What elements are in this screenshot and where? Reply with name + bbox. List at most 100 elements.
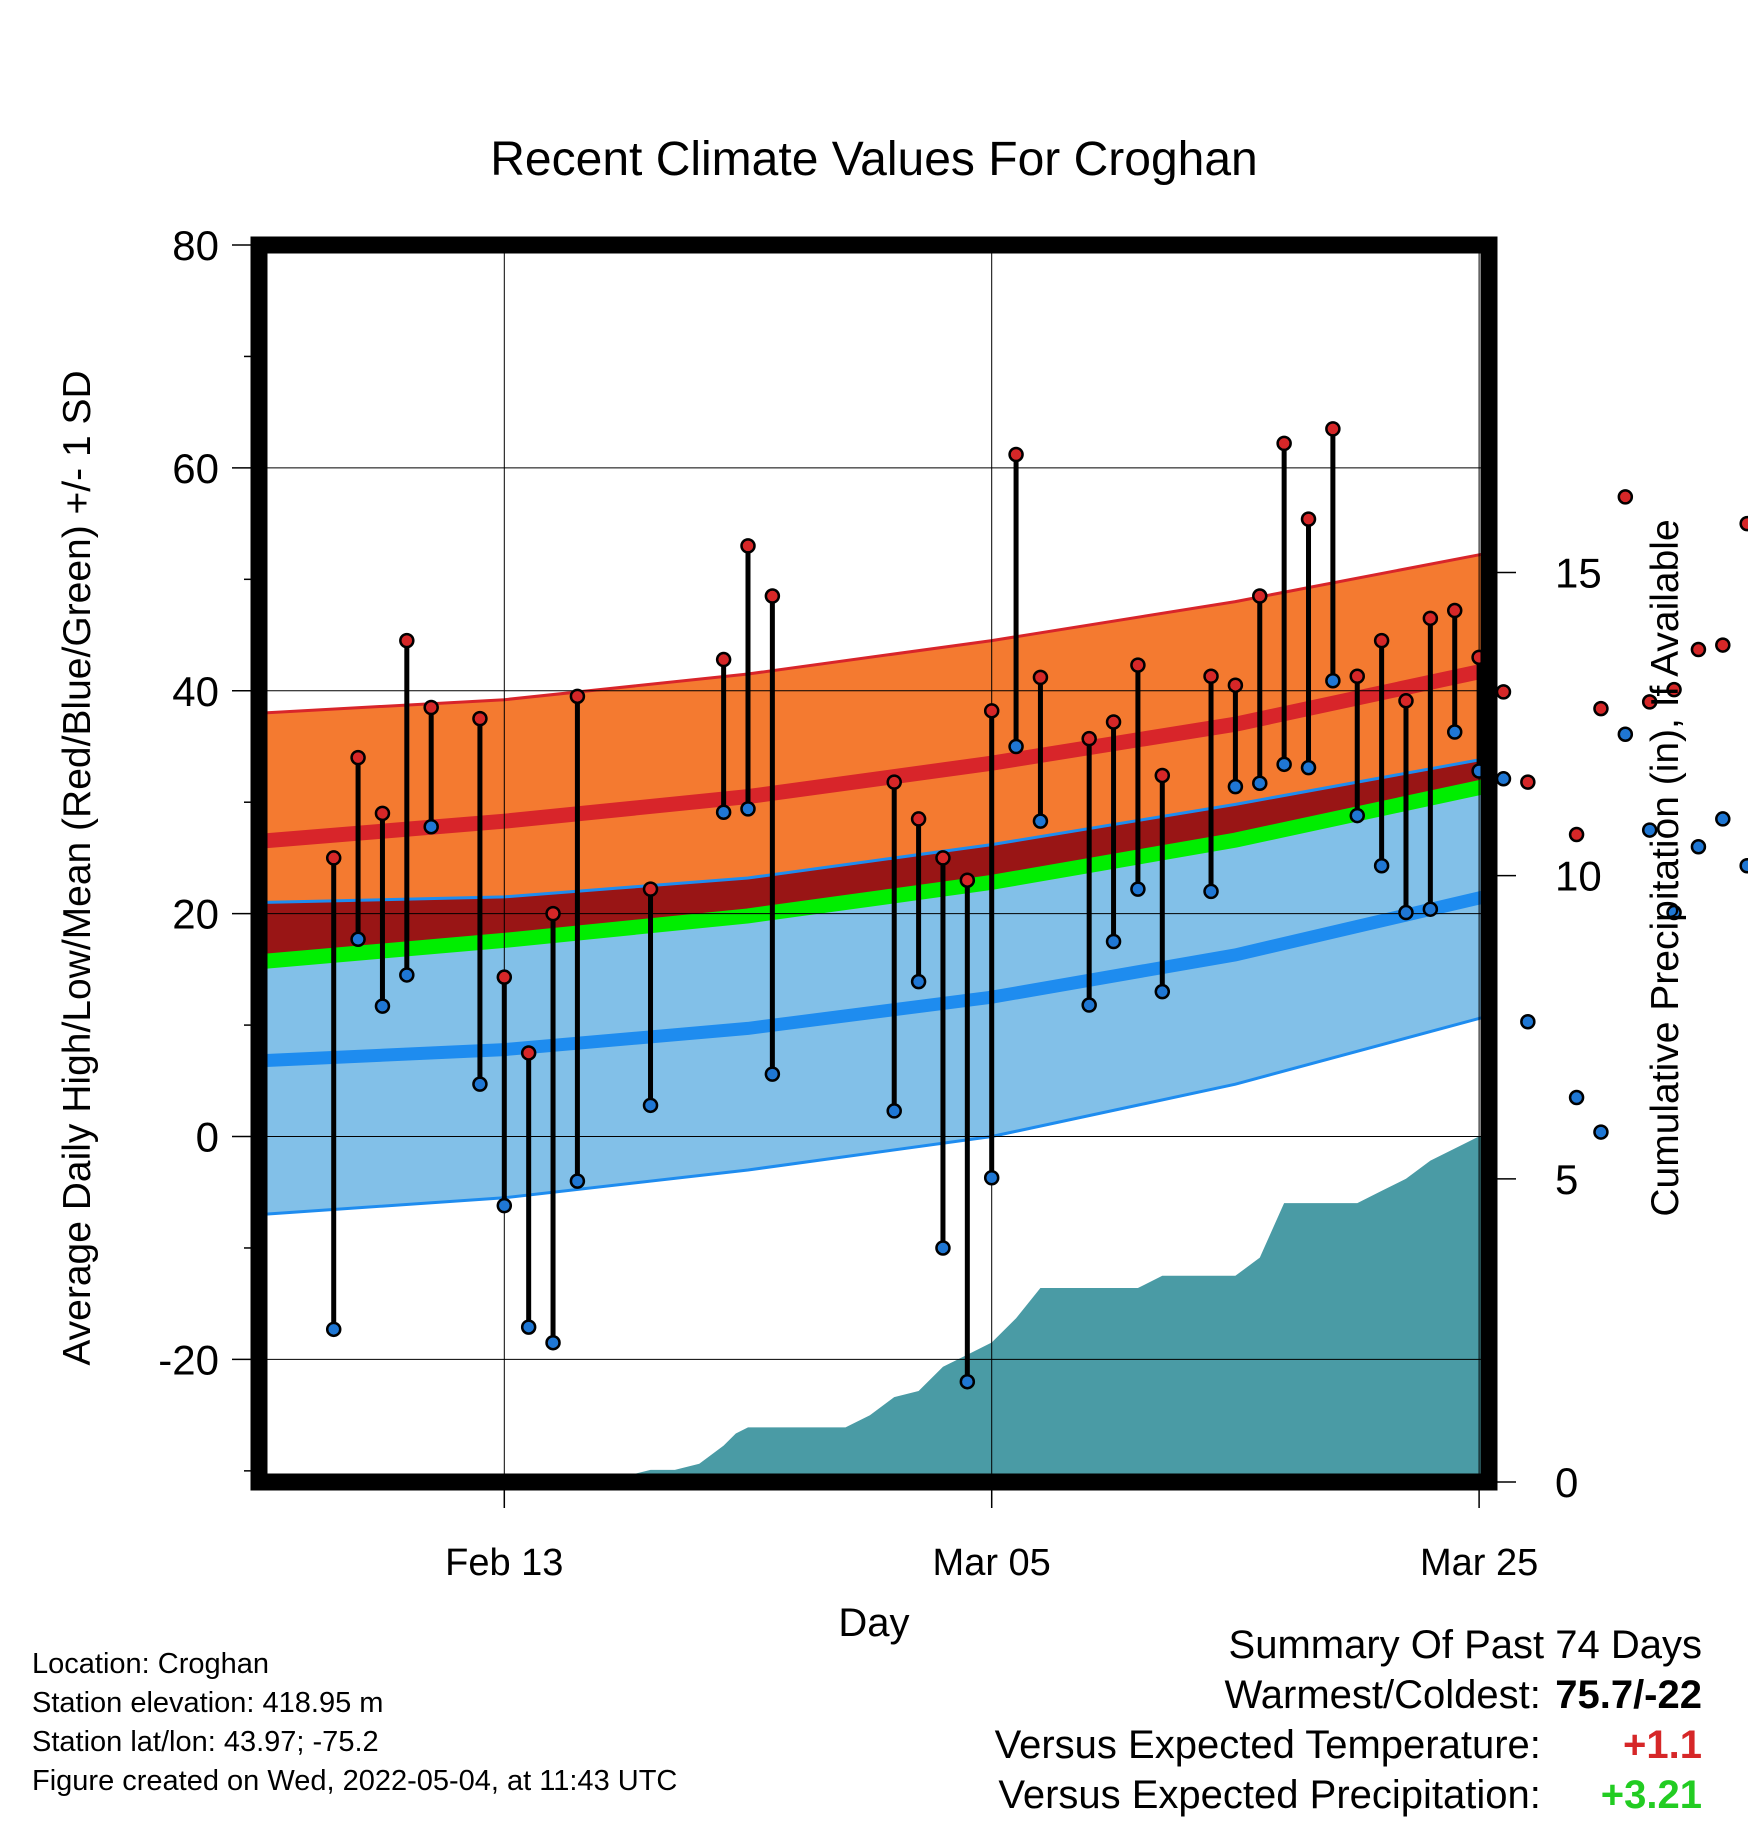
daily-low-point (350, 931, 366, 948)
daily-high-point (1325, 421, 1341, 437)
daily-low-point (1398, 904, 1414, 921)
daily-low-point (1495, 771, 1512, 787)
daily-low-point (1739, 857, 1748, 874)
y-tick-label: 60 (172, 445, 219, 492)
daily-low-point (959, 1373, 976, 1390)
daily-high-point (1422, 610, 1439, 627)
daily-high-point (1715, 637, 1731, 653)
high-sd-band (260, 552, 1489, 962)
daily-high-point (1520, 774, 1536, 790)
daily-low-point (1325, 672, 1341, 689)
daily-low-point (1252, 775, 1268, 792)
y-tick-label: 80 (172, 222, 219, 269)
daily-high-point (472, 710, 488, 727)
daily-high-point (545, 905, 561, 922)
y-tick-label: 40 (172, 668, 219, 715)
daily-high-point (423, 699, 439, 716)
x-tick-label: Feb 13 (445, 1542, 563, 1584)
daily-low-point (1276, 756, 1292, 773)
daily-high-point (1081, 730, 1097, 747)
daily-low-point (1300, 759, 1317, 776)
precip-label: Versus Expected Precipitation: (998, 1773, 1541, 1817)
daily-low-point (740, 801, 756, 817)
daily-high-point (1617, 489, 1634, 505)
precip-area (260, 1133, 1489, 1482)
daily-high-point (1666, 681, 1682, 698)
daily-low-point (1203, 883, 1219, 900)
daily-low-point (764, 1066, 781, 1082)
daily-low-point (642, 1097, 659, 1114)
daily-high-point (886, 774, 902, 790)
daily-low-point (1568, 1089, 1585, 1106)
temp-label: Versus Expected Temperature: (994, 1723, 1541, 1767)
x-tick-label: Mar 25 (1420, 1542, 1538, 1584)
overlap-band (260, 758, 1489, 962)
daily-high-point (569, 688, 586, 705)
daily-high-point (496, 969, 513, 985)
daily-low-point (423, 818, 439, 835)
precip-value: +3.21 (1600, 1773, 1702, 1817)
daily-high-point (1203, 668, 1219, 685)
daily-low-point (1373, 857, 1390, 874)
daily-high-point (1690, 641, 1707, 658)
y-axis-label-right: Cumulative Precipitation (in), If Availa… (1644, 519, 1687, 1216)
low-sd-band (260, 758, 1489, 1215)
summary-temp-row: Versus Expected Temperature: +1.1 (995, 1720, 1702, 1770)
daily-low-point (1105, 933, 1122, 950)
daily-high-point (325, 850, 342, 866)
daily-high-point (1252, 588, 1268, 604)
daily-low-point (1081, 997, 1097, 1013)
daily-high-point (520, 1045, 537, 1061)
station-elevation: Station elevation: 418.95 m (32, 1687, 384, 1719)
daily-low-point (1008, 738, 1024, 755)
daily-low-point (1446, 724, 1463, 740)
y-axis-label-left: Average Daily High/Low/Mean (Red/Blue/Gr… (56, 370, 99, 1365)
y-tick-label: 20 (172, 891, 219, 938)
daily-high-point (350, 749, 366, 766)
daily-high-point (1130, 657, 1146, 673)
daily-high-point (1568, 826, 1585, 843)
daily-low-point (545, 1334, 561, 1351)
y-tick-label: -20 (158, 1336, 219, 1383)
daily-low-point (1690, 839, 1707, 855)
y2-tick-label: 15 (1555, 549, 1602, 596)
daily-high-point (1105, 714, 1122, 730)
daily-low-point (910, 973, 927, 990)
daily-high-point (374, 805, 391, 822)
daily-low-point (1593, 1124, 1609, 1140)
daily-high-point (1641, 694, 1658, 710)
daily-low-point (935, 1240, 951, 1256)
daily-low-point (520, 1319, 537, 1335)
daily-high-point (740, 538, 756, 554)
daily-low-point (325, 1321, 342, 1338)
daily-low-point (1666, 904, 1682, 921)
summary-warm-cold-row: Warmest/Coldest: 75.7/-22 (995, 1670, 1703, 1720)
daily-low-point (886, 1103, 902, 1119)
daily-low-point (1520, 1013, 1536, 1030)
daily-low-point (472, 1076, 488, 1092)
daily-low-point (1715, 811, 1731, 827)
daily-high-point (642, 881, 659, 897)
chart-title: Recent Climate Values For Croghan (490, 133, 1257, 186)
daily-high-point (1398, 693, 1414, 709)
figure-created: Figure created on Wed, 2022-05-04, at 11… (32, 1765, 678, 1797)
station-info: Location: Croghan Station elevation: 418… (32, 1645, 677, 1801)
x-tick-label: Mar 05 (933, 1542, 1051, 1584)
daily-low-point (496, 1197, 513, 1214)
temp-value: +1.1 (1623, 1723, 1702, 1767)
daily-low-point (1349, 807, 1365, 824)
daily-low-point (1617, 726, 1634, 742)
daily-high-point (399, 632, 415, 649)
daily-high-point (1373, 632, 1390, 649)
daily-low-point (569, 1173, 586, 1189)
daily-high-point (983, 703, 1000, 719)
daily-high-point (910, 811, 927, 827)
daily-high-point (1593, 700, 1609, 717)
daily-low-point (1227, 778, 1244, 795)
summary-precip-row: Versus Expected Precipitation: +3.21 (995, 1770, 1702, 1820)
daily-high-point (1495, 684, 1512, 700)
daily-high-point (1300, 511, 1317, 527)
daily-high-point (1739, 515, 1748, 532)
daily-high-point (1276, 435, 1292, 452)
